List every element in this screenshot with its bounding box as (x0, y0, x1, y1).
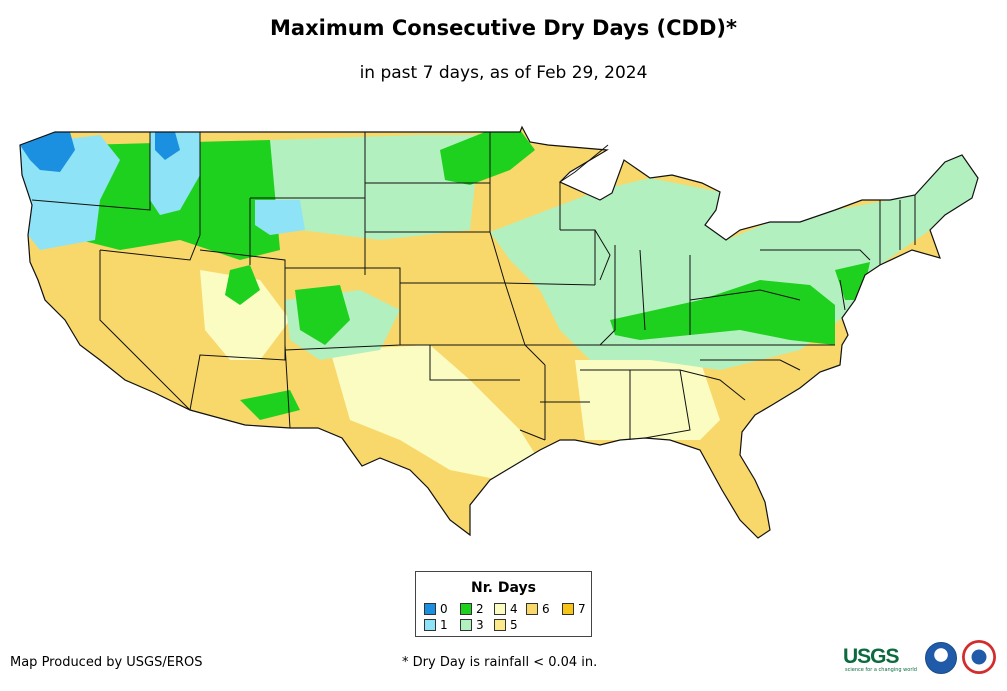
legend-swatch (494, 619, 506, 631)
legend-swatch (460, 619, 472, 631)
legend-swatch (526, 603, 538, 615)
map-credit: Map Produced by USGS/EROS (10, 655, 203, 670)
legend-title: Nr. Days (471, 580, 536, 596)
map-title: Maximum Consecutive Dry Days (CDD)* (270, 16, 737, 40)
legend-item-5: 5 (494, 619, 518, 631)
noaa-logo (925, 642, 957, 674)
usgs-tagline: science for a changing world (845, 667, 917, 673)
legend-item-3: 3 (460, 619, 484, 631)
nws-logo (962, 640, 996, 674)
legend-item-7: 7 (562, 603, 586, 615)
footnote: * Dry Day is rainfall < 0.04 in. (402, 655, 598, 670)
legend-swatch (460, 603, 472, 615)
legend-item-2: 2 (460, 603, 484, 615)
legend-item-1: 1 (424, 619, 448, 631)
state-boundaries (31, 132, 916, 441)
legend-swatch (424, 603, 436, 615)
legend-swatch (424, 619, 436, 631)
legend-swatch (494, 603, 506, 615)
usgs-logo: USGS science for a changing world (843, 643, 918, 673)
legend: Nr. Days 0 1 2 3 4 5 6 7 (415, 571, 592, 637)
legend-item-6: 6 (526, 603, 550, 615)
legend-swatch (562, 603, 574, 615)
usgs-wordmark: USGS (843, 645, 900, 668)
legend-item-4: 4 (494, 603, 518, 615)
legend-item-0: 0 (424, 603, 448, 615)
map-subtitle: in past 7 days, as of Feb 29, 2024 (359, 63, 648, 83)
cdd-regions (20, 127, 978, 538)
